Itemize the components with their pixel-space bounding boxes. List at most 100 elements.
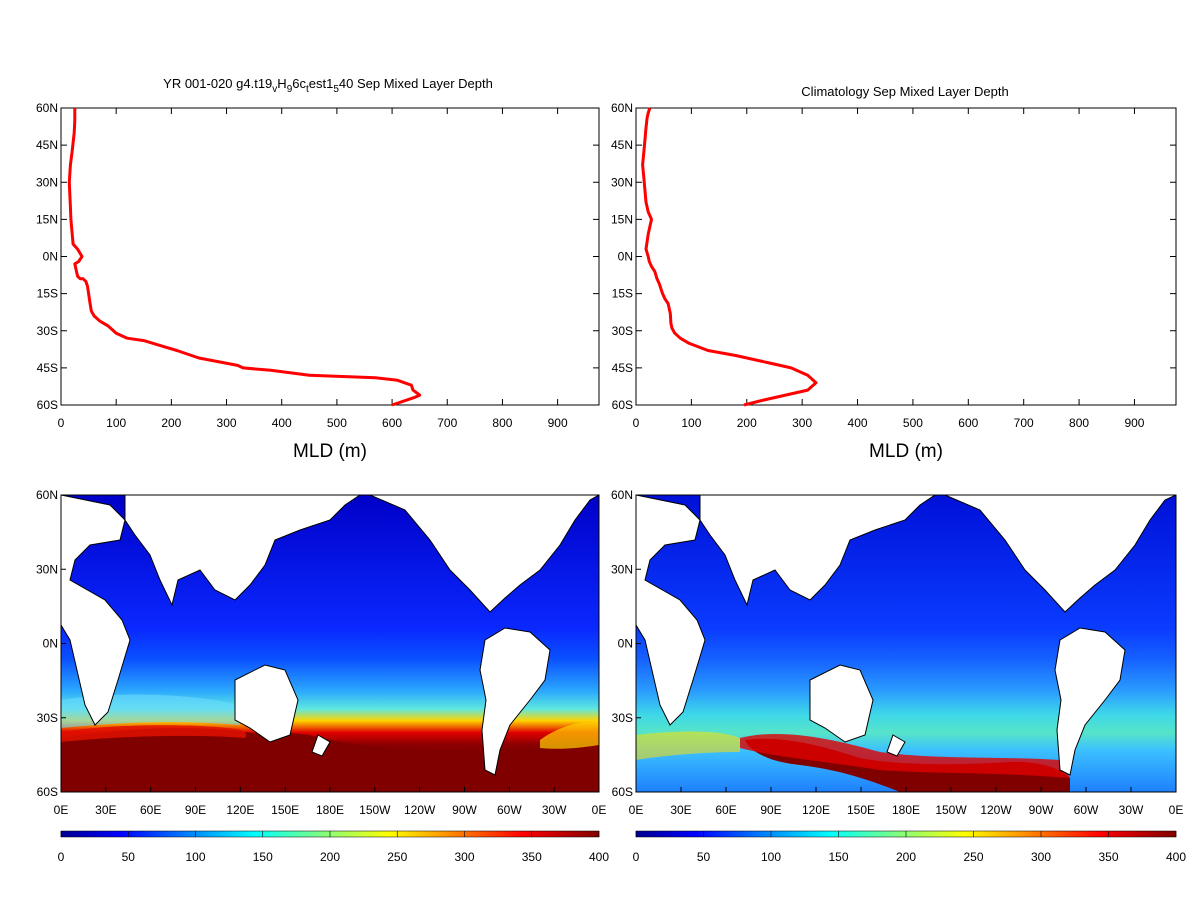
profile-left-ytick-label: 45N	[36, 138, 58, 152]
profile-right-xtick-label: 500	[903, 416, 923, 430]
map-right-features	[636, 495, 1176, 792]
map-right-xtick-label: 60E	[715, 803, 736, 817]
profile-right-ytick-label: 30S	[612, 324, 633, 338]
colorbar-right-tick-label: 200	[896, 850, 916, 864]
colorbar-right: 0 50 100 150 200 250 300 350 400	[633, 830, 1186, 864]
map-right-xtick-label: 150E	[847, 803, 875, 817]
map-left-xtick-label: 120E	[226, 803, 254, 817]
map-right-ytick-label: 30S	[612, 711, 633, 725]
map-left-ytick-label: 60S	[37, 785, 58, 799]
map-left-xtick-label: 0E	[54, 803, 69, 817]
colorbar-left-tick-label: 300	[454, 850, 474, 864]
colorbar-left: 0 50 100 150 200 250 300 350 400	[58, 830, 609, 864]
profile-right-xtick-label: 400	[848, 416, 868, 430]
profile-right-ytick-label: 60N	[611, 101, 633, 115]
colorbar-right-tick-label: 100	[761, 850, 781, 864]
profile-left-ytick-label: 30N	[36, 175, 58, 189]
map-right-ytick-label: 60N	[611, 488, 633, 502]
eurasia-right	[699, 495, 936, 607]
map-left-xtick-label: 150W	[359, 803, 391, 817]
profile-left-xtick-label: 600	[382, 416, 402, 430]
profile-left-title-part: t	[306, 84, 309, 95]
profile-left-xtick-label: 500	[327, 416, 347, 430]
map-right-ytick-label: 30N	[611, 562, 633, 576]
profile-left-title-part: H	[277, 76, 286, 91]
profile-right-ytick-label: 0N	[618, 250, 633, 264]
map-left-ytick-label: 60N	[36, 488, 58, 502]
map-left-xtick-label: 0E	[592, 803, 607, 817]
profile-right-xtick-label: 0	[633, 416, 640, 430]
profile-left-ytick-label: 15S	[37, 287, 58, 301]
australia-right	[809, 664, 874, 743]
profile-right-ytick-label: 60S	[612, 398, 633, 412]
profile-left-ytick-label: 60S	[37, 398, 58, 412]
map-left-ytick-label: 30N	[36, 562, 58, 576]
map-left-xtick-label: 90E	[185, 803, 206, 817]
eurasia-left	[124, 495, 361, 607]
map-left-xtick-label: 150E	[271, 803, 299, 817]
colorbar-left-tick-label: 150	[253, 850, 273, 864]
profile-left-xtick-label: 900	[548, 416, 568, 430]
map-right-xtick-label: 120W	[980, 803, 1012, 817]
profile-right-xlabel: MLD (m)	[869, 441, 943, 462]
map-left-xtick-label: 90W	[452, 803, 477, 817]
colorbar-left-tick-label: 400	[589, 850, 609, 864]
profile-right-xtick-label: 600	[958, 416, 978, 430]
map-left-xtick-label: 120W	[404, 803, 436, 817]
colorbar-right-tick-label: 350	[1098, 850, 1118, 864]
profile-right-xtick-label: 800	[1069, 416, 1089, 430]
profile-right-xtick-label: 900	[1124, 416, 1144, 430]
map-left-xtick-label: 180E	[316, 803, 344, 817]
southern-ocean-red-right	[740, 733, 1070, 778]
map-right-ytick-label: 60S	[612, 785, 633, 799]
map-right-xtick-label: 150W	[935, 803, 967, 817]
profile-left-xtick-label: 300	[217, 416, 237, 430]
map-right-xtick-label: 60W	[1074, 803, 1099, 817]
map-ticks: 0E 30E 60E 90E 120E 150E 180E 150W 120W 90W 60W 30W…	[36, 488, 1183, 817]
colorbar-right-tick-label: 400	[1166, 850, 1186, 864]
profile-right-frame	[635, 107, 1177, 406]
profile-right-title: Climatology Sep Mixed Layer Depth	[801, 84, 1008, 99]
map-right-xtick-label: 0E	[629, 803, 644, 817]
africa-left	[61, 495, 131, 726]
profile-left-xtick-label: 400	[272, 416, 292, 430]
profile-right-ytick-label: 15N	[611, 212, 633, 226]
profile-left-frame	[60, 107, 600, 406]
map-left-features	[61, 495, 599, 792]
map-left-xtick-label: 30W	[542, 803, 567, 817]
map-left-xtick-label: 60W	[497, 803, 522, 817]
map-right-xtick-label: 120E	[802, 803, 830, 817]
profile-right-xtick-label: 300	[792, 416, 812, 430]
profile-left-title-part: 6c	[292, 76, 306, 91]
map-left-ytick-label: 0N	[43, 637, 58, 651]
profile-left-ytick-label: 45S	[37, 361, 58, 375]
map-left-ytick-label: 30S	[37, 711, 58, 725]
profile-left-ytick-label: 30S	[37, 324, 58, 338]
map-left-xtick-label: 60E	[140, 803, 161, 817]
profile-right-xtick-label: 200	[737, 416, 757, 430]
profile-left-xtick-label: 200	[161, 416, 181, 430]
profile-left-title-part: 40 Sep Mixed Layer Depth	[339, 76, 493, 91]
profile-left-title-part: v	[272, 84, 277, 95]
colorbar-left-tick-label: 0	[58, 850, 65, 864]
profile-left-title-part: est1	[309, 76, 334, 91]
colorbar-right-tick-label: 50	[697, 850, 711, 864]
profile-right-line	[641, 107, 818, 407]
colorbar-left-tick-label: 100	[185, 850, 205, 864]
north-america-left	[369, 495, 599, 613]
profile-left-xtick-label: 100	[106, 416, 126, 430]
colorbar-left-tick-label: 350	[522, 850, 542, 864]
profile-right-xtick-label: 100	[681, 416, 701, 430]
australia-left	[234, 664, 299, 743]
profile-right-ytick-label: 45S	[612, 361, 633, 375]
profile-right-ytick-label: 30N	[611, 175, 633, 189]
map-right-xtick-label: 0E	[1169, 803, 1184, 817]
profile-right-ytick-label: 15S	[612, 287, 633, 301]
colorbar-left-tick-label: 50	[122, 850, 136, 864]
profile-left-ytick-label: 0N	[43, 250, 58, 264]
southern-ocean-red-edge-left	[61, 725, 247, 742]
colorbar-right-tick-label: 150	[828, 850, 848, 864]
